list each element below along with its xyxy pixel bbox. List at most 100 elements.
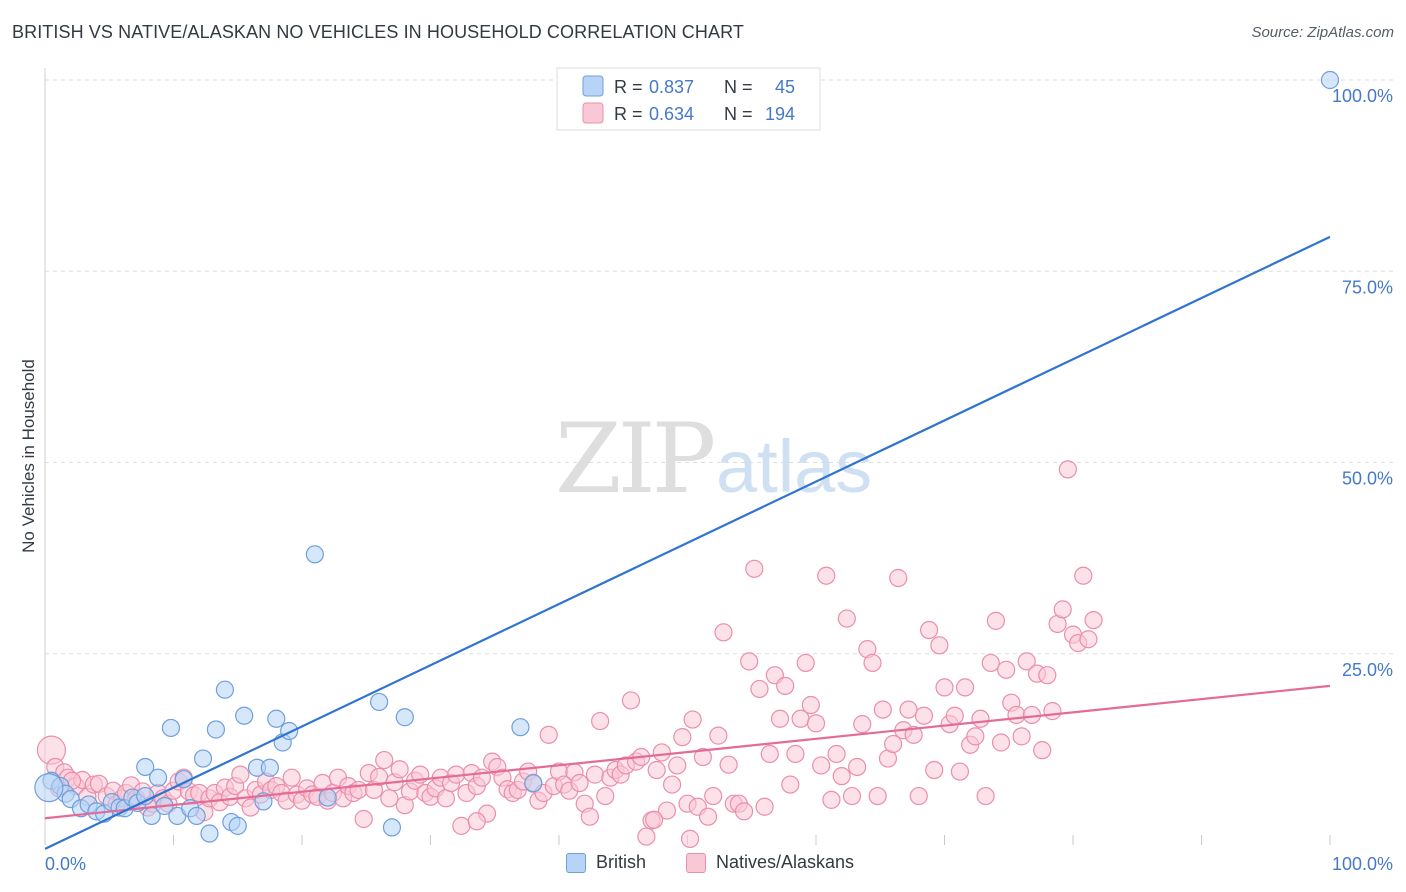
natives-point	[637, 827, 656, 846]
british-point	[200, 824, 219, 843]
legend-item-natives: Natives/Alaskans	[686, 852, 854, 873]
natives-point	[750, 679, 769, 699]
natives-point	[591, 711, 610, 731]
natives-point	[693, 747, 713, 767]
natives-point	[349, 780, 368, 800]
british-point	[267, 709, 286, 728]
natives-point	[909, 786, 928, 806]
natives-point	[822, 790, 841, 809]
legend-swatch-british	[582, 75, 604, 97]
natives-point	[231, 765, 250, 784]
natives-point	[770, 709, 790, 728]
natives-point	[997, 660, 1016, 679]
legend-r-value: 0.837	[649, 77, 694, 97]
bottom-legend: British Natives/Alaskans	[0, 852, 1406, 878]
natives-point	[1038, 666, 1057, 685]
legend-n-label: N =	[724, 77, 753, 97]
natives-point	[467, 812, 486, 831]
natives-point	[539, 725, 558, 744]
natives-point	[837, 609, 856, 628]
british-point	[511, 718, 530, 737]
natives-point	[781, 775, 800, 794]
natives-point	[714, 623, 733, 642]
natives-point	[570, 773, 589, 793]
british-trend-line	[44, 235, 1331, 850]
y-tick-label: 100.0%	[1332, 86, 1393, 106]
natives-point	[657, 801, 677, 820]
natives-point	[668, 756, 687, 775]
natives-point	[745, 559, 764, 578]
natives-point	[436, 789, 456, 808]
natives-point	[873, 700, 892, 719]
natives-point	[991, 733, 1011, 752]
natives-point	[966, 727, 985, 746]
british-point	[136, 757, 155, 777]
british-point	[206, 720, 226, 739]
natives-point	[375, 750, 394, 770]
natives-point	[740, 652, 759, 671]
natives-point	[981, 653, 1000, 673]
natives-point	[832, 767, 851, 786]
natives-point	[1017, 652, 1036, 671]
y-tick-label: 75.0%	[1342, 277, 1393, 297]
natives-point	[755, 797, 774, 816]
natives-point	[817, 566, 836, 585]
natives-point	[925, 760, 944, 780]
british-point	[161, 718, 181, 738]
natives-point	[390, 760, 409, 779]
legend-r-value: 0.634	[649, 104, 694, 124]
y-tick-label: 50.0%	[1342, 469, 1393, 489]
natives-point	[1043, 702, 1062, 721]
british-point	[235, 706, 254, 725]
natives-point	[1053, 600, 1072, 619]
natives-point	[863, 653, 882, 673]
british-point	[193, 749, 213, 768]
natives-point	[1058, 460, 1077, 479]
legend-label-natives: Natives/Alaskans	[716, 852, 855, 872]
natives-point	[380, 789, 399, 808]
natives-point	[683, 710, 702, 729]
natives-point	[904, 725, 923, 744]
natives-point	[812, 756, 831, 775]
legend-n-label: N =	[724, 104, 753, 124]
british-point	[228, 816, 247, 835]
x-tick-label-max: 100.0%	[1332, 854, 1393, 874]
natives-point	[971, 709, 990, 728]
watermark: ZIP atlas	[555, 403, 872, 515]
natives-point	[935, 678, 954, 697]
natives-point	[796, 653, 815, 673]
natives-point	[950, 762, 970, 781]
natives-point	[930, 636, 949, 655]
british-points	[34, 70, 1340, 843]
natives-point	[853, 715, 872, 734]
natives-point	[1012, 727, 1031, 746]
british-point	[280, 721, 299, 741]
y-axis-tick-labels: 25.0% 50.0% 75.0% 100.0%	[1332, 86, 1393, 680]
y-tick-label: 25.0%	[1342, 660, 1393, 680]
natives-point	[889, 568, 908, 588]
british-point	[260, 758, 279, 777]
natives-point	[848, 757, 867, 777]
legend-item-british: British	[566, 852, 646, 873]
natives-point	[827, 744, 846, 764]
legend-r-label: R =	[614, 77, 643, 97]
natives-point	[580, 807, 599, 826]
natives-point	[596, 786, 615, 806]
natives-point	[621, 691, 641, 710]
natives-point	[644, 810, 664, 829]
source-label: Source: ZipAtlas.com	[1251, 24, 1394, 41]
natives-point	[786, 744, 805, 764]
chart-title: BRITISH VS NATIVE/ALASKAN NO VEHICLES IN…	[12, 22, 744, 42]
natives-point	[585, 765, 605, 784]
natives-point	[719, 755, 738, 774]
natives-point	[842, 786, 862, 806]
natives-point	[868, 786, 887, 806]
natives-point	[652, 743, 671, 762]
natives-trend-line	[44, 684, 1331, 820]
natives-point	[1084, 610, 1103, 630]
natives-point	[1074, 566, 1093, 585]
natives-point	[776, 676, 795, 695]
natives-point	[452, 816, 471, 835]
british-point	[34, 773, 64, 803]
watermark-zip: ZIP	[555, 403, 714, 515]
